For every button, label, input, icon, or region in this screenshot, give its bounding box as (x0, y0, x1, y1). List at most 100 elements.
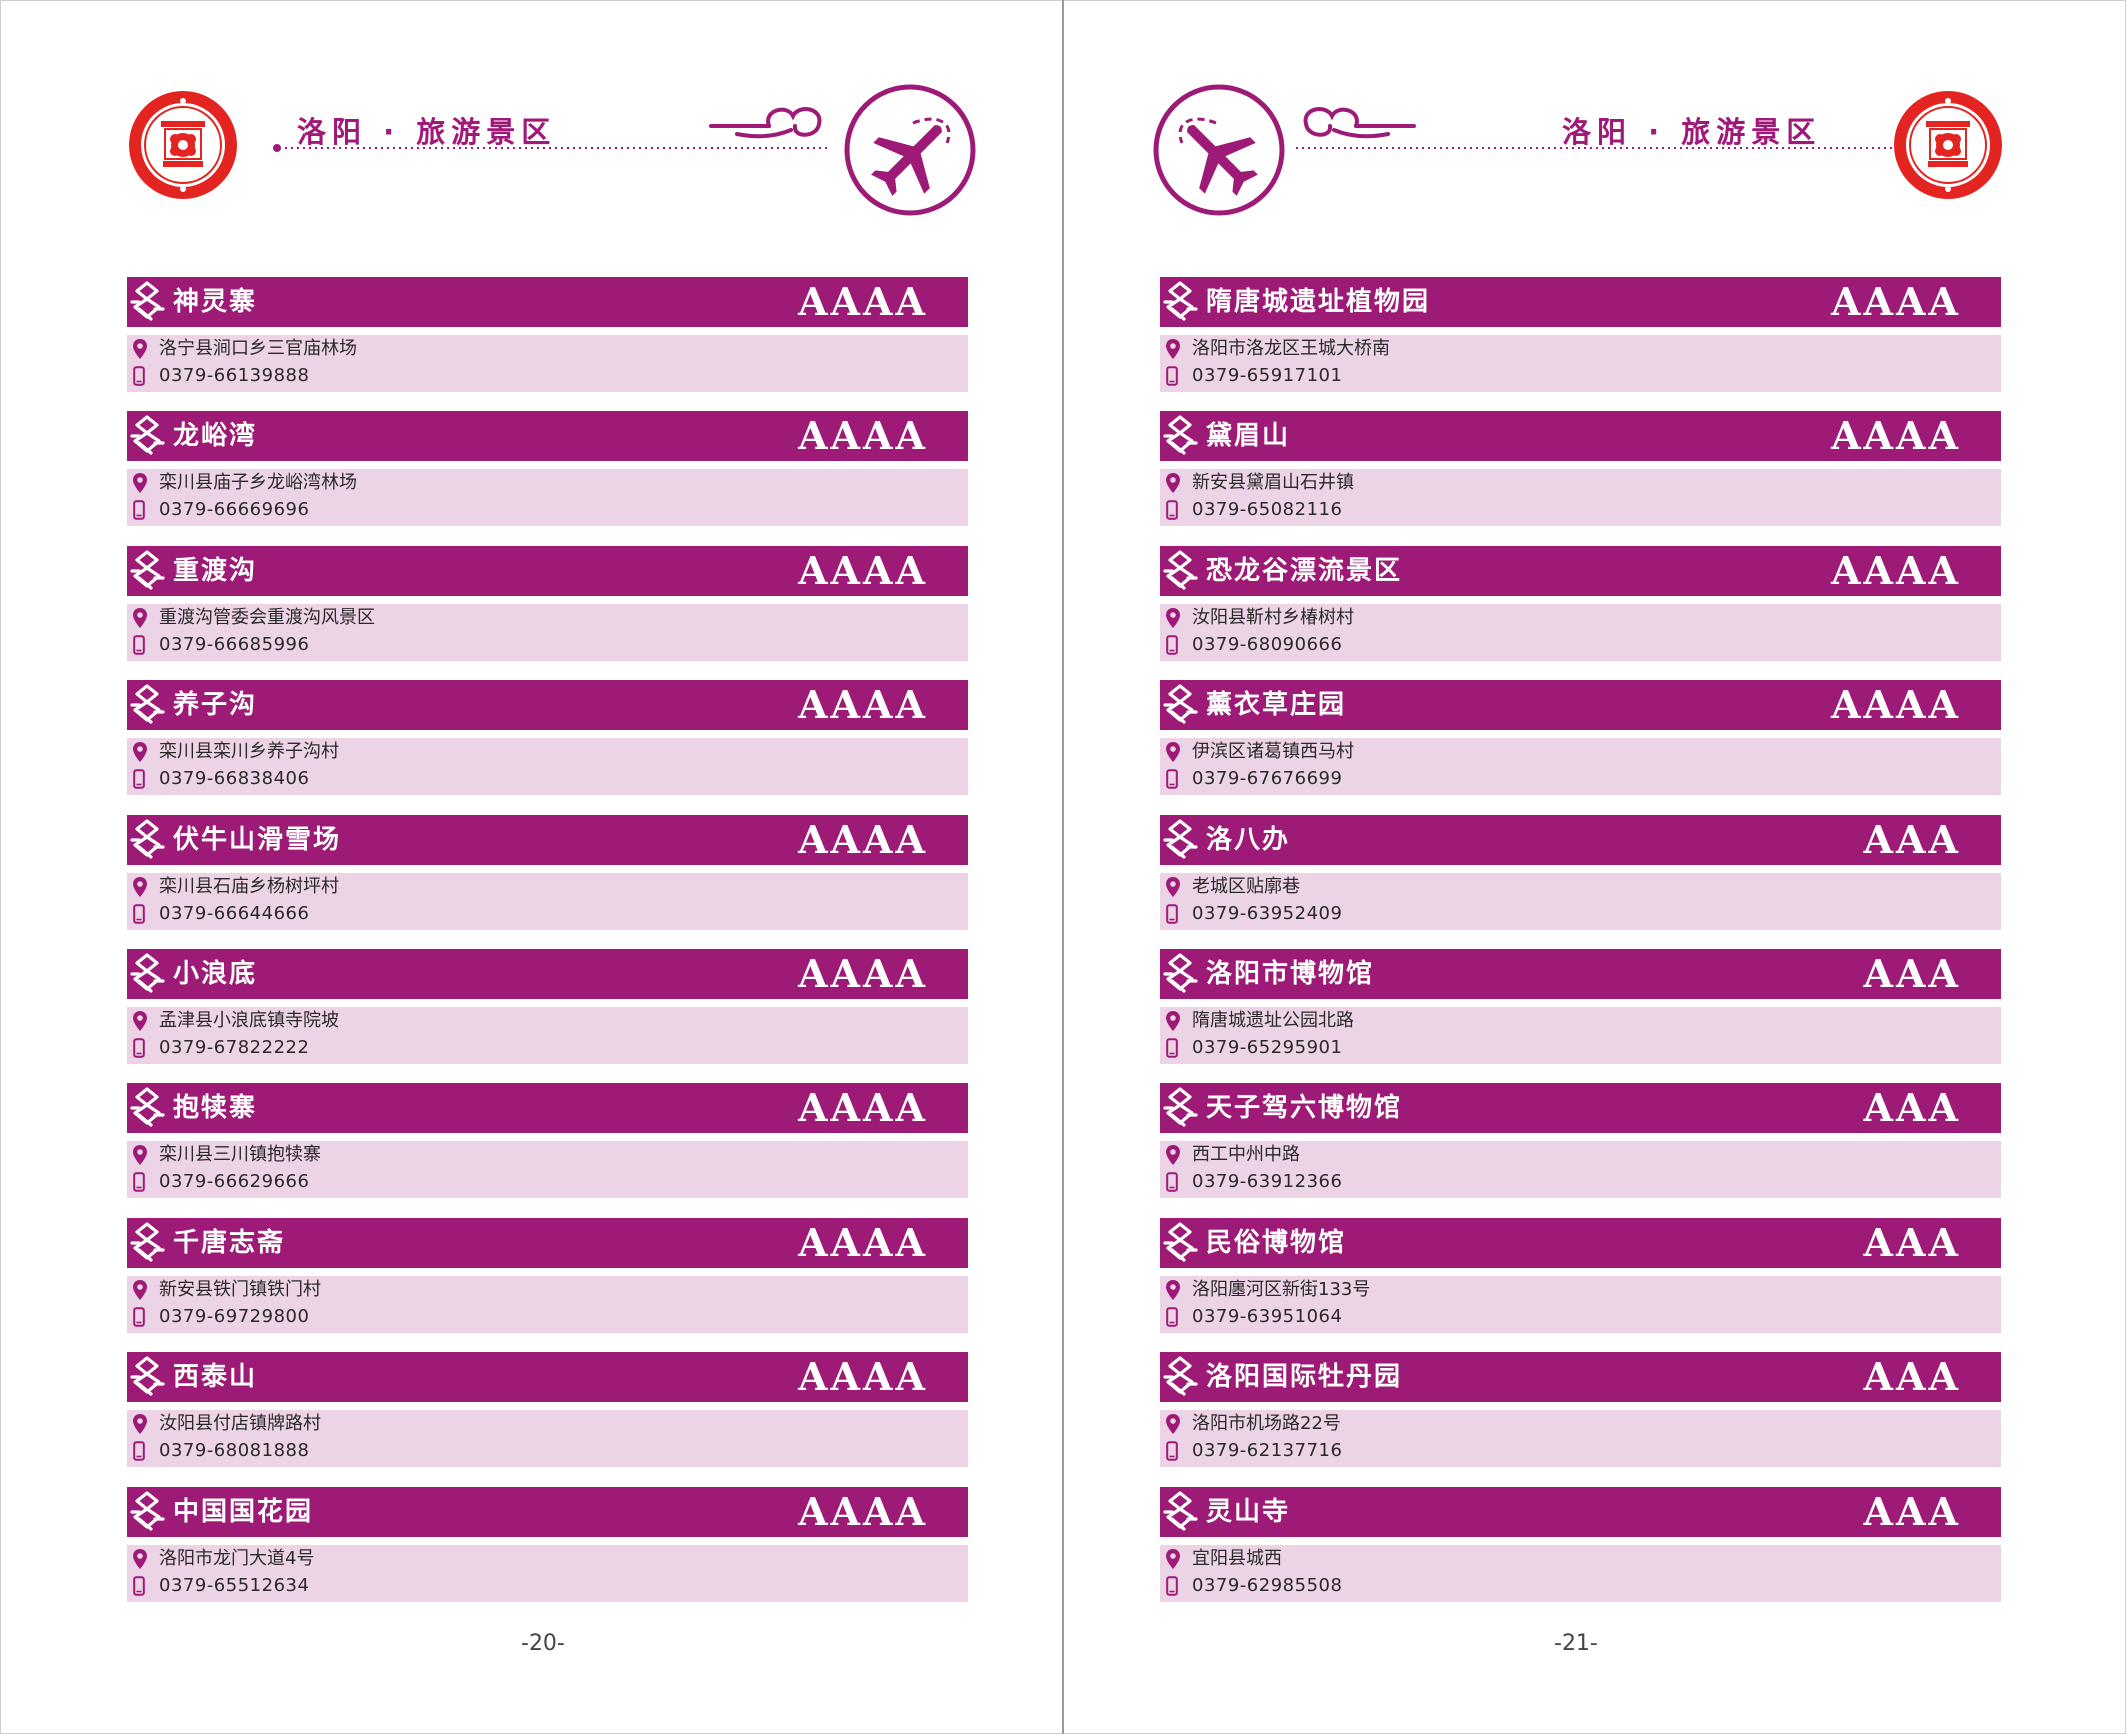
chinese-knot-icon (1162, 817, 1198, 863)
scenic-spot-name: 中国国花园 (173, 1497, 314, 1527)
entry-header: 灵山寺 AAA (1160, 1487, 2001, 1537)
phone-number: 0379-62137716 (1192, 1440, 1343, 1461)
entry-details: 隋唐城遗址公园北路 0379-65295901 (1160, 1007, 2001, 1064)
page-fold-divider (1062, 0, 1064, 1734)
entry-header: 养子沟 AAAA (127, 680, 968, 730)
rating-badge: AAAA (798, 1085, 928, 1130)
scenic-spot-entry: 龙峪湾 AAAA 栾川县庙子乡龙峪湾林场 0379-66669696 (127, 411, 968, 528)
airplane-icon (843, 83, 977, 217)
chinese-knot-icon (1162, 1354, 1198, 1400)
entry-header: 薰衣草庄园 AAAA (1160, 680, 2001, 730)
rating-badge: AAAA (798, 279, 928, 324)
chinese-knot-icon (129, 951, 165, 997)
phone-number: 0379-66139888 (159, 365, 310, 386)
rating-badge: AAA (1863, 1220, 1961, 1265)
chinese-knot-icon (129, 279, 165, 325)
scenic-spot-name: 西泰山 (173, 1362, 258, 1392)
rating-badge: AAAA (1831, 682, 1961, 727)
scenic-spot-name: 恐龙谷漂流景区 (1206, 556, 1403, 586)
map-pin-icon (1166, 1414, 1180, 1434)
scenic-spot-name: 伏牛山滑雪场 (173, 825, 342, 855)
rating-badge: AAAA (798, 682, 928, 727)
map-pin-icon (1166, 1011, 1180, 1031)
entry-details: 汝阳县付店镇牌路村 0379-68081888 (127, 1410, 968, 1467)
chinese-knot-icon (1162, 951, 1198, 997)
phone-number: 0379-67676699 (1192, 768, 1343, 789)
mobile-phone-icon (1166, 1307, 1178, 1327)
map-pin-icon (133, 608, 147, 628)
entry-header: 黛眉山 AAAA (1160, 411, 2001, 461)
mobile-phone-icon (133, 1441, 145, 1461)
mobile-phone-icon (133, 500, 145, 520)
phone-number: 0379-65512634 (159, 1575, 310, 1596)
cloud-scroll-icon (707, 96, 829, 146)
association-logo-icon (1892, 89, 2004, 201)
scenic-spot-entry: 小浪底 AAAA 孟津县小浪底镇寺院坡 0379-67822222 (127, 949, 968, 1066)
scenic-spot-name: 黛眉山 (1206, 421, 1291, 451)
mobile-phone-icon (1166, 366, 1178, 386)
map-pin-icon (133, 1549, 147, 1569)
address-text: 新安县铁门镇铁门村 (159, 1279, 321, 1300)
entry-details: 洛阳市龙门大道4号 0379-65512634 (127, 1545, 968, 1602)
address-text: 栾川县三川镇抱犊寨 (159, 1144, 321, 1165)
phone-number: 0379-65917101 (1192, 365, 1343, 386)
scenic-spot-entry: 伏牛山滑雪场 AAAA 栾川县石庙乡杨树坪村 0379-66644666 (127, 815, 968, 932)
map-pin-icon (133, 742, 147, 762)
address-text: 宜阳县城西 (1192, 1548, 1282, 1569)
map-pin-icon (1166, 742, 1180, 762)
mobile-phone-icon (1166, 1576, 1178, 1596)
entry-header: 洛阳国际牡丹园 AAA (1160, 1352, 2001, 1402)
rating-badge: AAAA (798, 817, 928, 862)
scenic-spot-name: 隋唐城遗址植物园 (1206, 287, 1431, 317)
rating-badge: AAAA (1831, 413, 1961, 458)
chinese-knot-icon (129, 1220, 165, 1266)
map-pin-icon (1166, 1280, 1180, 1300)
map-pin-icon (133, 339, 147, 359)
scenic-spot-entry: 隋唐城遗址植物园 AAAA 洛阳市洛龙区王城大桥南 0379-65917101 (1160, 277, 2001, 394)
airplane-icon (1152, 83, 1286, 217)
address-text: 洛阳市龙门大道4号 (159, 1548, 315, 1569)
left-page: 洛阳 · 旅游景区 神灵寨 AAAA 洛宁县涧口乡三官庙林场 0379-6613988… (0, 0, 1063, 1734)
scenic-spot-name: 神灵寨 (173, 287, 258, 317)
mobile-phone-icon (133, 1038, 145, 1058)
scenic-spot-name: 民俗博物馆 (1206, 1228, 1347, 1258)
map-pin-icon (133, 877, 147, 897)
rating-badge: AAAA (798, 951, 928, 996)
scenic-spot-name: 薰衣草庄园 (1206, 690, 1347, 720)
scenic-spot-entry: 中国国花园 AAAA 洛阳市龙门大道4号 0379-65512634 (127, 1487, 968, 1604)
page-title: 洛阳 · 旅游景区 (297, 115, 557, 149)
address-text: 栾川县石庙乡杨树坪村 (159, 876, 339, 897)
scenic-spot-name: 天子驾六博物馆 (1206, 1093, 1403, 1123)
scenic-spot-name: 重渡沟 (173, 556, 258, 586)
scenic-spot-entry: 薰衣草庄园 AAAA 伊滨区诸葛镇西马村 0379-67676699 (1160, 680, 2001, 797)
chinese-knot-icon (1162, 1085, 1198, 1131)
association-logo-icon (127, 89, 239, 201)
mobile-phone-icon (1166, 769, 1178, 789)
phone-number: 0379-65295901 (1192, 1037, 1343, 1058)
scenic-spot-name: 灵山寺 (1206, 1497, 1291, 1527)
scenic-spot-entry: 洛阳国际牡丹园 AAA 洛阳市机场路22号 0379-62137716 (1160, 1352, 2001, 1469)
rating-badge: AAAA (798, 1354, 928, 1399)
phone-number: 0379-67822222 (159, 1037, 310, 1058)
map-pin-icon (133, 1280, 147, 1300)
rating-badge: AAA (1863, 1085, 1961, 1130)
entry-details: 栾川县栾川乡养子沟村 0379-66838406 (127, 738, 968, 795)
chinese-knot-icon (1162, 548, 1198, 594)
phone-number: 0379-69729800 (159, 1306, 310, 1327)
scenic-spot-entry: 神灵寨 AAAA 洛宁县涧口乡三官庙林场 0379-66139888 (127, 277, 968, 394)
map-pin-icon (133, 1011, 147, 1031)
scenic-spot-name: 龙峪湾 (173, 421, 258, 451)
phone-number: 0379-66629666 (159, 1171, 310, 1192)
chinese-knot-icon (1162, 682, 1198, 728)
address-text: 洛宁县涧口乡三官庙林场 (159, 338, 357, 359)
entry-details: 宜阳县城西 0379-62985508 (1160, 1545, 2001, 1602)
scenic-spot-entry: 黛眉山 AAAA 新安县黛眉山石井镇 0379-65082116 (1160, 411, 2001, 528)
rating-badge: AAA (1863, 817, 1961, 862)
chinese-knot-icon (129, 1085, 165, 1131)
entry-details: 洛阳廛河区新街133号 0379-63951064 (1160, 1276, 2001, 1333)
mobile-phone-icon (1166, 635, 1178, 655)
rating-badge: AAAA (798, 1220, 928, 1265)
phone-number: 0379-68081888 (159, 1440, 310, 1461)
map-pin-icon (1166, 608, 1180, 628)
entry-details: 新安县黛眉山石井镇 0379-65082116 (1160, 469, 2001, 526)
